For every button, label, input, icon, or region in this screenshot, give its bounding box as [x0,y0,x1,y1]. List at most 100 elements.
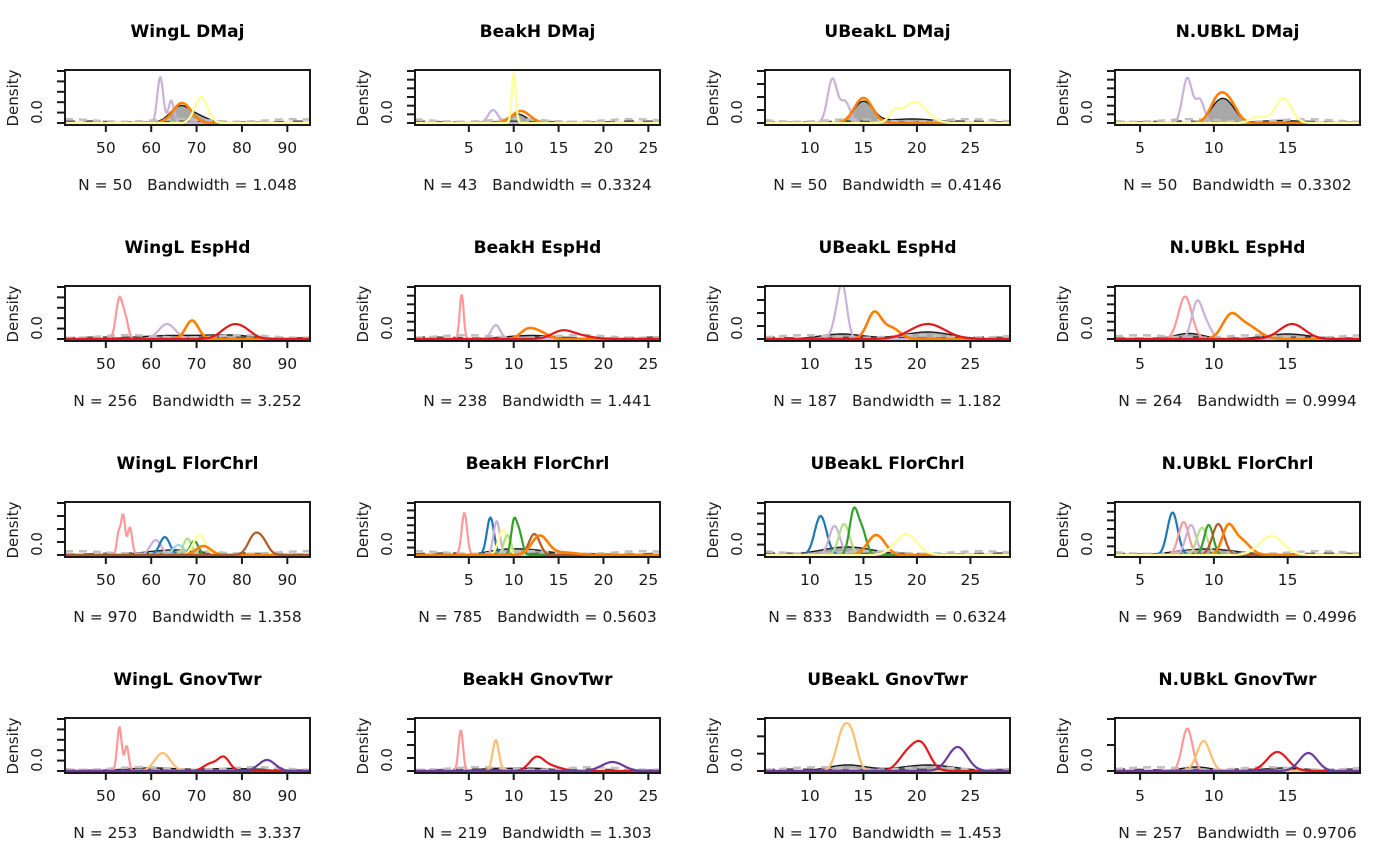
x-tick-label: 25 [960,571,981,589]
y-axis-label: Density [4,501,22,559]
x-tick-label: 60 [141,787,162,805]
plot-subtitle: N = 219 Bandwidth = 1.303 [423,824,652,842]
y-tick-label: 0.0 [1078,532,1096,556]
x-tick-label: 5 [1135,139,1146,157]
x-tick-label: 15 [853,355,874,373]
y-axis-label: Density [704,69,722,127]
x-tick-label: 80 [232,787,252,805]
x-tick-label: 60 [141,571,162,589]
y-axis-label: Density [354,285,372,343]
plot-canvas [407,717,661,780]
x-tick-label: 20 [593,139,614,157]
plot-subtitle: N = 170 Bandwidth = 1.453 [773,824,1002,842]
x-tick-label: 15 [1277,355,1298,373]
y-tick-label: 0.0 [28,100,46,124]
y-axis-label: Density [1054,69,1072,127]
x-tick-label: 10 [503,787,524,805]
x-tick-label: 90 [277,139,298,157]
x-tick-label: 15 [548,571,569,589]
x-tick-label: 15 [1277,139,1298,157]
x-tick-label: 50 [95,139,116,157]
x-tick-label: 10 [800,787,820,805]
plot-title: N.UBkL DMaj [1175,22,1300,42]
y-axis-label: Density [1054,501,1072,559]
density-plot: BeakH FlorChrl Density 0.0 5 10 15 20 25 N =… [350,432,700,648]
x-tick-label: 25 [638,139,659,157]
plot-subtitle: N = 43 Bandwidth = 0.3324 [423,176,652,194]
x-tick-label: 20 [907,139,927,157]
density-plot: N.UBkL GnovTwr Density 0.0 5 10 15 N = 257… [1050,648,1400,866]
plot-subtitle: N = 833 Bandwidth = 0.6324 [768,608,1007,626]
x-tick-label: 25 [638,787,659,805]
density-plot: N.UBkL EspHd Density 0.0 5 10 15 N = 264 B… [1050,216,1400,432]
plot-canvas [407,69,661,132]
plot-title: BeakH EspHd [473,238,602,258]
density-plot: BeakH GnovTwr Density 0.0 5 10 15 20 25 N = … [350,648,700,866]
plot-title: UBeakL DMaj [824,22,951,42]
x-tick-label: 5 [463,787,474,805]
plot-title: UBeakL EspHd [818,238,957,258]
x-tick-label: 50 [95,571,116,589]
x-tick-label: 20 [593,355,614,373]
y-axis-label: Density [4,69,22,127]
x-tick-label: 70 [186,139,207,157]
y-axis-label: Density [354,717,372,775]
x-tick-label: 10 [1204,571,1224,589]
x-tick-label: 15 [548,139,569,157]
x-tick-label: 15 [853,787,874,805]
plot-canvas [57,501,311,564]
x-tick-label: 20 [907,571,927,589]
x-tick-label: 90 [277,355,298,373]
density-plot: UBeakL GnovTwr Density 0.0 10 15 20 25 N = … [700,648,1050,866]
y-axis-label: Density [354,69,372,127]
plot-canvas [757,285,1011,348]
x-tick-label: 20 [593,787,614,805]
plot-subtitle: N = 187 Bandwidth = 1.182 [773,392,1002,410]
density-plot: WingL GnovTwr Density 0.0 50 60 70 80 90 N =… [0,648,350,866]
x-tick-label: 80 [232,139,252,157]
y-tick-label: 0.0 [1078,748,1096,772]
plot-title: BeakH FlorChrl [465,454,610,474]
x-tick-label: 60 [141,355,162,373]
plot-title: N.UBkL FlorChrl [1161,454,1314,474]
x-tick-label: 15 [853,139,874,157]
plot-canvas [757,69,1011,132]
x-tick-label: 10 [503,139,524,157]
plot-subtitle: N = 256 Bandwidth = 3.252 [73,392,302,410]
plot-title: UBeakL GnovTwr [807,670,968,690]
x-tick-label: 70 [186,571,207,589]
y-axis-label: Density [354,501,372,559]
y-tick-label: 0.0 [728,100,746,124]
x-tick-label: 10 [1204,355,1224,373]
density-plot: UBeakL DMaj Density 0.0 10 15 20 25 N = 50 … [700,0,1050,216]
x-tick-label: 5 [1135,571,1146,589]
plot-canvas [57,717,311,780]
plot-title: WingL FlorChrl [116,454,259,474]
density-plot: UBeakL EspHd Density 0.0 10 15 20 25 N = 18… [700,216,1050,432]
x-tick-label: 5 [463,355,474,373]
y-tick-label: 0.0 [728,316,746,340]
y-tick-label: 0.0 [28,532,46,556]
x-tick-label: 25 [960,787,981,805]
x-tick-label: 10 [800,571,820,589]
density-plot: WingL FlorChrl Density 0.0 50 60 70 80 90 N … [0,432,350,648]
plot-subtitle: N = 238 Bandwidth = 1.441 [423,392,652,410]
x-tick-label: 5 [1135,787,1146,805]
plot-canvas [1107,717,1361,780]
density-plot: WingL DMaj Density 0.0 50 60 70 80 90 N = 50… [0,0,350,216]
x-tick-label: 10 [503,571,524,589]
plot-title: BeakH DMaj [479,22,596,42]
plot-canvas [57,69,311,132]
plot-canvas [407,285,661,348]
x-tick-label: 90 [277,571,298,589]
x-tick-label: 15 [548,787,569,805]
plot-canvas [57,285,311,348]
plot-canvas [757,717,1011,780]
plot-canvas [1107,285,1361,348]
x-tick-label: 70 [186,355,207,373]
plot-title: WingL GnovTwr [113,670,262,690]
y-tick-label: 0.0 [28,748,46,772]
x-tick-label: 50 [95,355,116,373]
plot-subtitle: N = 253 Bandwidth = 3.337 [73,824,302,842]
